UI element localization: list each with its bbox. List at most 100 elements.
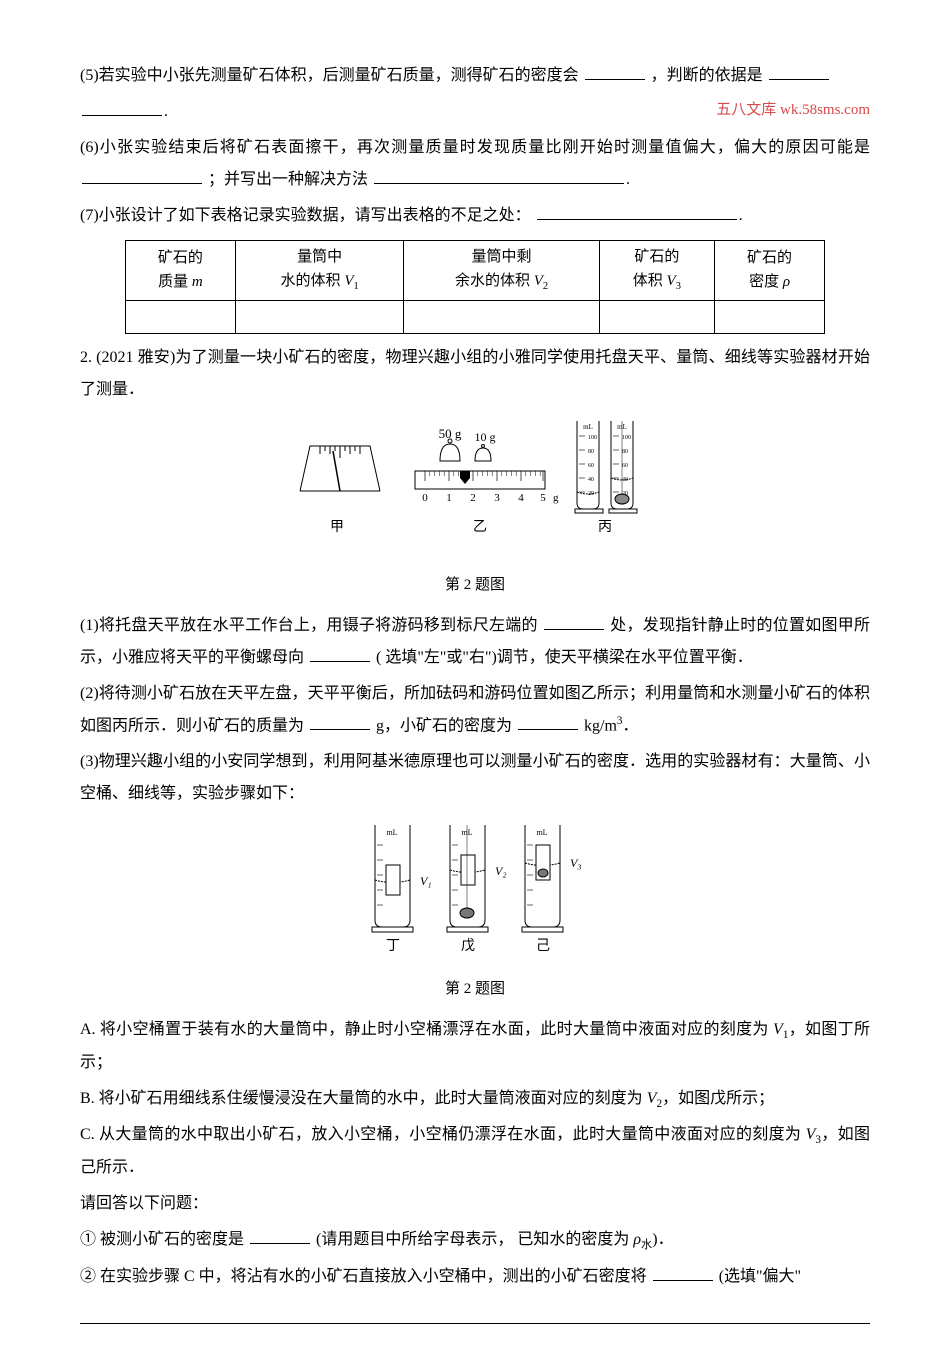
subscript: 水	[641, 1239, 652, 1251]
table-empty-row	[126, 300, 825, 333]
q7-prefix: (7)小张设计了如下表格记录实验数据，请写出表格的不足之处：	[80, 207, 531, 224]
blank	[310, 646, 370, 662]
figure-2-svg: mL V₁ 丁 mL V₂ 戊 mL	[360, 820, 590, 970]
text: )．	[652, 1231, 673, 1248]
weights-ruler-icon: 50 g 10 g	[415, 426, 559, 504]
text: A. 将小空桶置于装有水的大量筒中，静止时小空桶漂浮在水面，此时大量筒中液面对应…	[80, 1021, 773, 1038]
text: (请用题目中所给字母表示， 已知水的密度为	[316, 1231, 633, 1248]
symbol: m	[192, 274, 203, 290]
ruler-unit: g	[553, 492, 559, 504]
symbol: V	[773, 1021, 783, 1038]
text: ( 选填"左"或"右")调节，使天平横梁在水平位置平衡．	[376, 649, 753, 666]
empty-cell	[715, 300, 825, 333]
ruler-tick: 3	[494, 492, 500, 504]
subscript: 3	[676, 281, 681, 292]
answer-1: ① 被测小矿石的密度是 (请用题目中所给字母表示， 已知水的密度为 ρ水)．	[80, 1224, 870, 1257]
watermark: 五八文库 wk.58sms.com	[716, 95, 870, 125]
fig-label-jia: 甲	[330, 520, 344, 535]
q2-part2: (2)将待测小矿石放在天平左盘，天平平衡后，所加砝码和游码位置如图乙所示；利用量…	[80, 678, 870, 742]
col-header-v3: 矿石的 体积 V3	[599, 241, 714, 301]
blank	[544, 614, 604, 630]
header-text: 矿石的	[634, 249, 679, 265]
cylinder-ji-icon: mL V₃	[522, 825, 582, 932]
header-text: 体积	[633, 273, 667, 289]
subscript: 1	[353, 281, 358, 292]
text: C. 从大量筒的水中取出小矿石，放入小空桶，小空桶仍漂浮在水面，此时大量筒中液面…	[80, 1126, 806, 1143]
step-a: A. 将小空桶置于装有水的大量筒中，静止时小空桶漂浮在水面，此时大量筒中液面对应…	[80, 1014, 870, 1079]
symbol: V	[667, 273, 676, 289]
q2-part1: (1)将托盘天平放在水平工作台上，用镊子将游码移到标尺左端的 处，发现指针静止时…	[80, 610, 870, 674]
header-text: 质量	[158, 274, 192, 290]
blank	[585, 64, 645, 80]
empty-cell	[126, 300, 236, 333]
fig-label-wu: 戊	[461, 938, 475, 954]
ruler-tick: 0	[422, 492, 428, 504]
blank	[653, 1265, 713, 1281]
cyl-unit: mL	[536, 828, 547, 837]
cyl-tick: 100	[622, 435, 631, 441]
balance-pointer-icon	[300, 446, 380, 491]
question-6: (6)小张实验结束后将矿石表面擦干，再次测量质量时发现质量比刚开始时测量值偏大，…	[80, 132, 870, 196]
col-header-mass: 矿石的 质量 m	[126, 241, 236, 301]
q6-tail: .	[626, 171, 630, 188]
blank	[769, 64, 829, 80]
blank	[82, 100, 162, 116]
cyl-tick: 100	[588, 435, 597, 441]
fig-label-ji: 己	[536, 939, 550, 954]
answer-prompt: 请回答以下问题：	[80, 1188, 870, 1220]
fig-label-yi: 乙	[473, 519, 487, 535]
symbol: ρ	[633, 1231, 641, 1248]
q5-prefix: (5)若实验中小张先测量矿石体积，后测量矿石质量，测得矿石的密度会	[80, 67, 579, 84]
q6-mid: ；并写出一种解决方法	[208, 171, 368, 188]
blank	[374, 168, 624, 184]
v-label: V₂	[495, 864, 507, 878]
text: ② 在实验步骤 C 中，将沾有水的小矿石直接放入小空桶中，测出的小矿石密度将	[80, 1268, 647, 1285]
symbol: V	[806, 1126, 816, 1143]
empty-cell	[404, 300, 599, 333]
text: ，如图戊所示；	[662, 1090, 774, 1107]
q6-prefix: (6)小张实验结束后将矿石表面擦干，再次测量质量时发现质量比刚开始时测量值偏大，…	[80, 139, 870, 156]
col-header-rho: 矿石的 密度 ρ	[715, 241, 825, 301]
table-header-row: 矿石的 质量 m 量筒中 水的体积 V1 量筒中剩 余水的体积 V2 矿石的 体…	[126, 241, 825, 301]
text: (选填"偏大"	[719, 1268, 801, 1285]
col-header-v1: 量筒中 水的体积 V1	[235, 241, 404, 301]
blank	[518, 714, 578, 730]
cylinders-icon: mL 100 80 60 40 20 mL 100 80 60 40	[575, 421, 637, 513]
figure-2: mL V₁ 丁 mL V₂ 戊 mL	[80, 820, 870, 1004]
col-header-v2: 量筒中剩 余水的体积 V2	[404, 241, 599, 301]
answer-2: ② 在实验步骤 C 中，将沾有水的小矿石直接放入小空桶中，测出的小矿石密度将 (…	[80, 1261, 870, 1293]
cylinder-ding-icon: mL V₁	[372, 825, 432, 932]
figure-1: 甲 50 g 10 g	[80, 416, 870, 600]
q5-tail: .	[164, 103, 168, 120]
blank	[250, 1228, 310, 1244]
v-label: V₃	[570, 856, 582, 870]
cyl-tick: 40	[588, 477, 594, 483]
fig-label-ding: 丁	[386, 939, 400, 954]
header-text: 水的体积	[281, 273, 345, 289]
cyl-tick: 60	[588, 463, 594, 469]
cyl-tick: 80	[588, 449, 594, 455]
blank	[310, 714, 370, 730]
step-c: C. 从大量筒的水中取出小矿石，放入小空桶，小空桶仍漂浮在水面，此时大量筒中液面…	[80, 1119, 870, 1184]
header-text: 矿石的	[747, 250, 792, 266]
text: g，小矿石的密度为	[376, 717, 512, 734]
symbol: V	[534, 273, 543, 289]
q5-mid: ，判断的依据是	[651, 67, 763, 84]
step-b: B. 将小矿石用细线系住缓慢浸没在大量筒的水中，此时大量筒液面对应的刻度为 V2…	[80, 1083, 870, 1116]
header-text: 量筒中剩	[472, 249, 532, 265]
cylinder-wu-icon: mL V₂	[447, 825, 507, 932]
text: kg/m	[584, 717, 617, 734]
cyl-tick: 80	[622, 449, 628, 455]
subscript: 2	[543, 281, 548, 292]
text: ① 被测小矿石的密度是	[80, 1231, 244, 1248]
figure-1-svg: 甲 50 g 10 g	[285, 416, 665, 566]
empty-cell	[599, 300, 714, 333]
ruler-tick: 1	[446, 492, 452, 504]
figure-1-caption: 第 2 题图	[80, 570, 870, 600]
question-5: (5)若实验中小张先测量矿石体积，后测量矿石质量，测得矿石的密度会 ，判断的依据…	[80, 60, 870, 92]
symbol: ρ	[783, 274, 790, 290]
header-text: 矿石的	[158, 250, 203, 266]
blank	[537, 204, 737, 220]
ruler-tick: 2	[470, 492, 476, 504]
text: ．	[623, 717, 639, 734]
